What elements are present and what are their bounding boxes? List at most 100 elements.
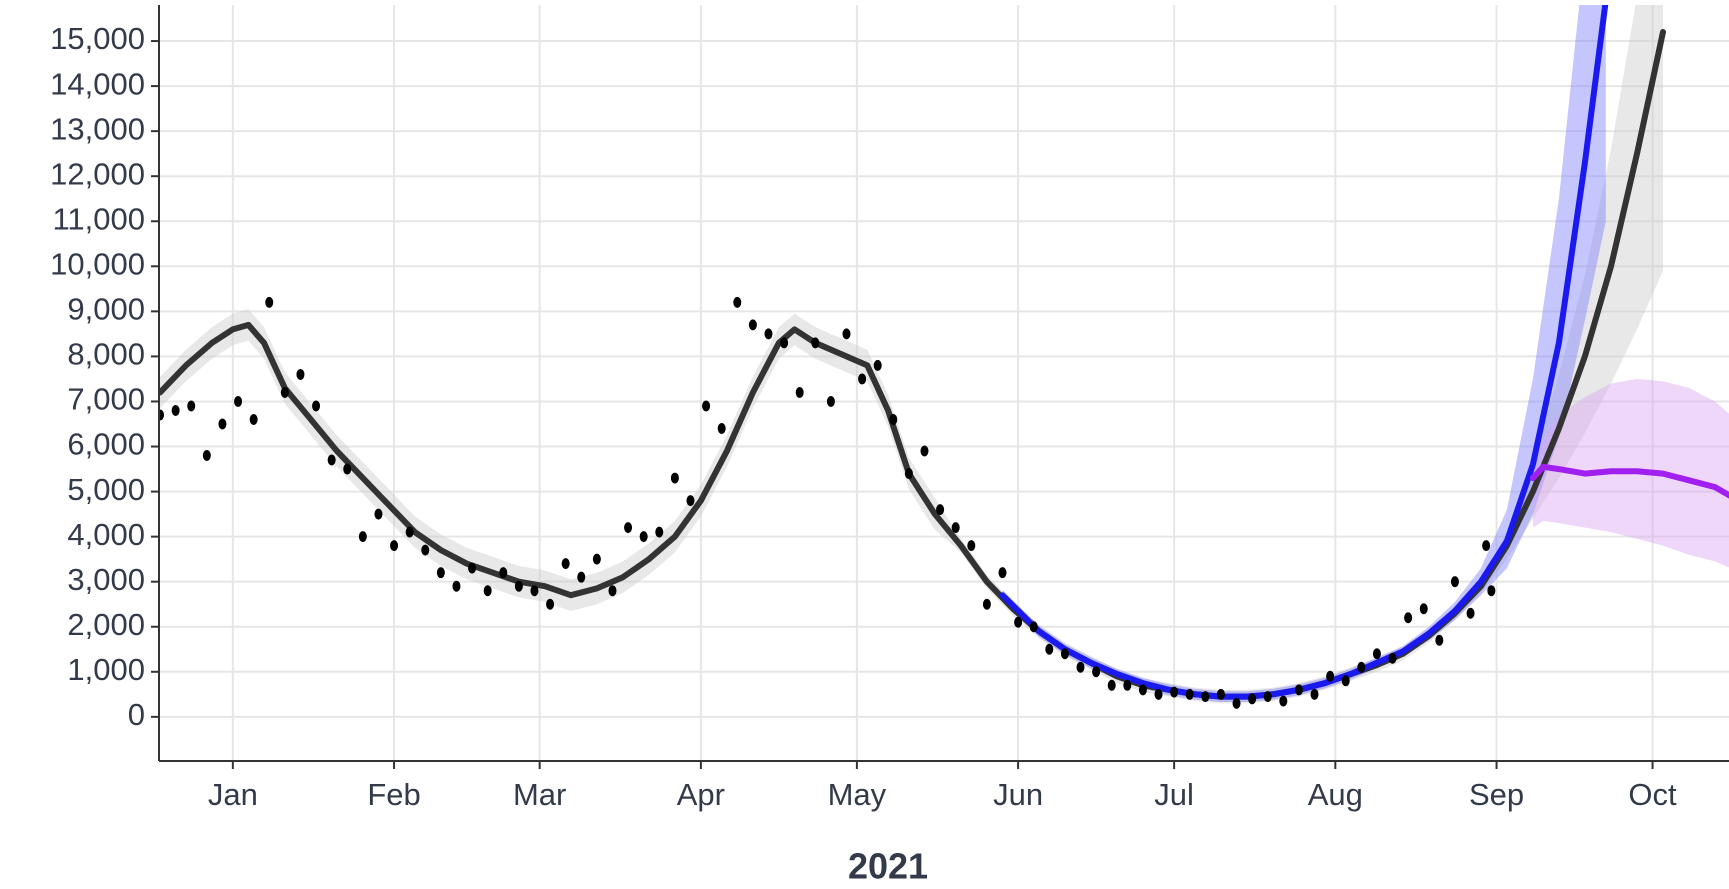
y-tick-label: 13,000 [50, 111, 145, 146]
x-tick-label: Sep [1469, 777, 1524, 812]
data-point [639, 531, 648, 543]
plot-area [159, 5, 1729, 709]
data-point [670, 472, 679, 484]
y-tick-label: 3,000 [67, 562, 145, 597]
data-point [171, 404, 180, 416]
data-point [421, 544, 430, 556]
grid [159, 5, 1729, 761]
data-point [1263, 691, 1272, 703]
data-point [1060, 648, 1069, 660]
data-point [546, 598, 555, 610]
data-point [218, 418, 227, 430]
x-tick-label: Jun [993, 777, 1043, 812]
data-point [1294, 684, 1303, 696]
y-tick-label: 9,000 [67, 292, 145, 327]
data-point [795, 386, 804, 398]
trend-line [999, 5, 1609, 700]
data-point [296, 368, 305, 380]
data-point [280, 386, 289, 398]
data-point [499, 567, 508, 579]
data-point [312, 400, 321, 412]
data-point [1138, 684, 1147, 696]
data-point [265, 296, 274, 308]
data-point [1185, 688, 1194, 700]
y-tick-label: 11,000 [52, 201, 145, 236]
data-point [1248, 693, 1257, 705]
data-point [1326, 670, 1335, 682]
data-point [967, 540, 976, 552]
x-tick-label: Jul [1154, 777, 1194, 812]
data-point [1123, 679, 1132, 691]
data-point [842, 328, 851, 340]
y-tick-label: 1,000 [67, 652, 145, 687]
data-point [748, 319, 757, 331]
y-tick-label: 7,000 [67, 382, 145, 417]
data-point [936, 504, 945, 516]
data-point [780, 337, 789, 349]
trend-line [1529, 463, 1729, 499]
y-tick-label: 2,000 [67, 607, 145, 642]
data-point [390, 540, 399, 552]
y-tick-label: 15,000 [50, 21, 145, 56]
data-point [1045, 643, 1054, 655]
data-point [530, 585, 539, 597]
x-tick-label: May [828, 777, 887, 812]
data-point [1279, 695, 1288, 707]
data-point [624, 522, 633, 534]
x-axis-title: 2021 [848, 846, 928, 887]
data-point [951, 522, 960, 534]
data-point [1404, 612, 1413, 624]
data-point [904, 468, 913, 480]
data-point [561, 558, 570, 570]
data-point [1466, 607, 1475, 619]
data-point [514, 580, 523, 592]
x-tick-label: Aug [1308, 777, 1363, 812]
data-point [1357, 661, 1366, 673]
y-tick-label: 14,000 [50, 66, 145, 101]
data-point [873, 359, 882, 371]
y-tick-label: 12,000 [50, 156, 145, 191]
data-point [405, 526, 414, 538]
data-point [702, 400, 711, 412]
data-point [234, 395, 243, 407]
data-point [343, 463, 352, 475]
data-point [1170, 686, 1179, 698]
data-point [608, 585, 617, 597]
data-point [811, 337, 820, 349]
data-point [686, 495, 695, 507]
data-point [1450, 576, 1459, 588]
data-point [483, 585, 492, 597]
data-point [159, 409, 165, 421]
data-point [1092, 666, 1101, 678]
y-tick-label: 6,000 [67, 427, 145, 462]
data-point [1076, 661, 1085, 673]
y-tick-label: 5,000 [67, 472, 145, 507]
data-point [327, 454, 336, 466]
data-point [1216, 688, 1225, 700]
data-point [1029, 621, 1038, 633]
data-point [1372, 648, 1381, 660]
y-tick-label: 10,000 [50, 246, 145, 281]
data-point [1388, 652, 1397, 664]
data-point [187, 400, 196, 412]
y-tick-label: 0 [128, 697, 145, 732]
data-point [717, 423, 726, 435]
data-point [1107, 679, 1116, 691]
data-point [764, 328, 773, 340]
data-point [358, 531, 367, 543]
data-point [1310, 688, 1319, 700]
data-point [1341, 675, 1350, 687]
data-point [826, 395, 835, 407]
data-point [1435, 634, 1444, 646]
data-point [374, 508, 383, 520]
data-point [202, 450, 211, 462]
data-point [982, 598, 991, 610]
data-point [1154, 688, 1163, 700]
data-point [1419, 603, 1428, 615]
data-point [249, 413, 258, 425]
data-point [1232, 697, 1241, 709]
data-point [655, 526, 664, 538]
data-point [889, 413, 898, 425]
data-point [577, 571, 586, 583]
